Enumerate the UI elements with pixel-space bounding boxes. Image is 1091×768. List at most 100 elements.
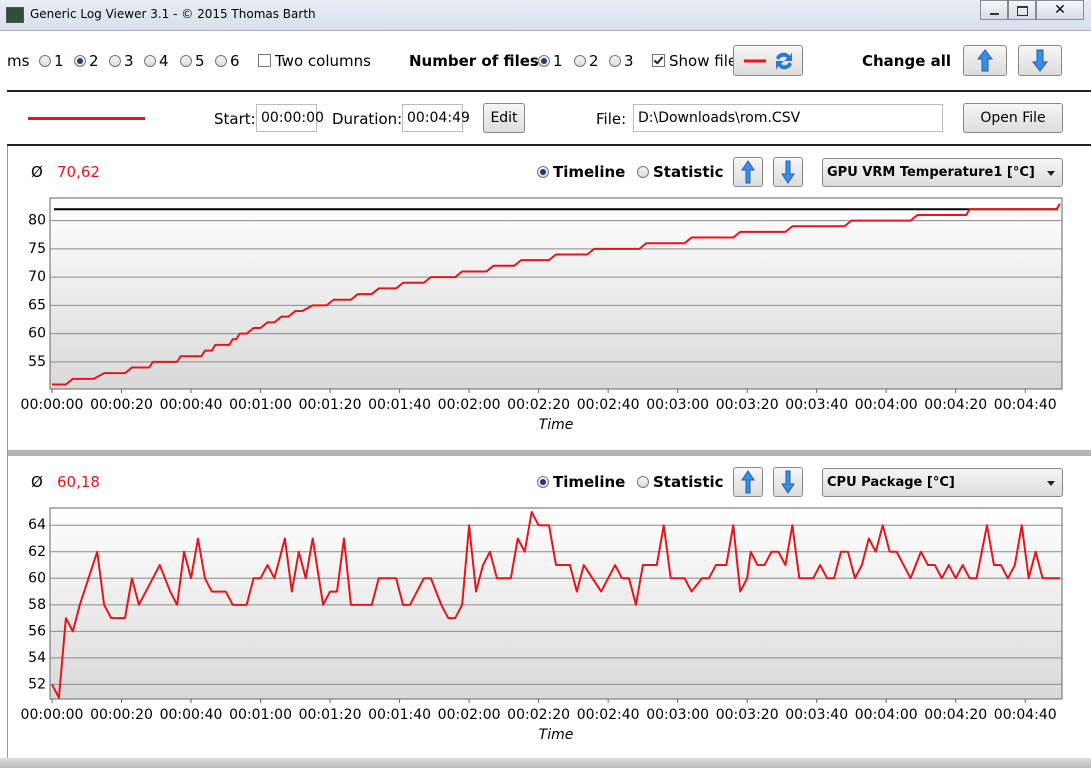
duration-input[interactable]: 00:04:49 [402, 104, 470, 132]
file-input[interactable]: D:\Downloads\rom.CSV [633, 104, 943, 132]
move-up-all-button[interactable] [963, 45, 1007, 76]
radio-label: 1 [553, 52, 563, 70]
move-up-button[interactable] [733, 467, 763, 497]
color-button[interactable] [733, 45, 803, 76]
x-tick-label: 00:00:00 [21, 707, 84, 723]
checkbox[interactable] [652, 54, 665, 67]
radio-label: 2 [89, 52, 99, 70]
files-label: Number of files [409, 52, 539, 70]
view-option: Timeline [553, 473, 626, 491]
x-tick-label: 00:03:20 [716, 397, 779, 413]
separator [7, 90, 1091, 92]
x-tick-label: 00:03:00 [646, 397, 709, 413]
radio-label: 2 [589, 52, 599, 70]
y-tick-label: 60 [28, 326, 46, 342]
x-tick-label: 00:01:40 [368, 707, 431, 723]
window-title: Generic Log Viewer 3.1 - © 2015 Thomas B… [30, 7, 316, 21]
x-tick-label: 00:01:00 [229, 707, 292, 723]
file-label: File: [596, 110, 627, 128]
duration-label: Duration: [332, 110, 403, 128]
down-icon [781, 160, 795, 184]
close-button[interactable]: ✕ [1036, 0, 1084, 20]
radio[interactable] [74, 55, 86, 67]
average-symbol: Ø [31, 473, 43, 491]
radio[interactable] [637, 476, 649, 488]
up-icon [976, 49, 994, 72]
x-tick-label: 00:02:40 [577, 707, 640, 723]
y-tick-label: 58 [28, 597, 46, 613]
edit-button[interactable]: Edit [483, 103, 525, 133]
start-label: Start: [214, 110, 256, 128]
diagrams-label: ms [7, 52, 30, 70]
sensor-name: GPU VRM Temperature1 [°C] [827, 165, 1035, 180]
x-tick-label: 00:02:40 [577, 397, 640, 413]
radio-label: 3 [124, 52, 134, 70]
radio[interactable] [537, 166, 549, 178]
app-icon [6, 7, 24, 23]
move-down-button[interactable] [773, 157, 803, 187]
plot-area [49, 507, 1063, 700]
radio[interactable] [637, 166, 649, 178]
y-tick-label: 55 [28, 354, 46, 370]
move-down-button[interactable] [773, 467, 803, 497]
move-down-all-button[interactable] [1018, 45, 1062, 76]
radio[interactable] [180, 55, 192, 67]
radio[interactable] [39, 55, 51, 67]
left-border [7, 146, 8, 758]
y-tick-label: 52 [28, 676, 46, 692]
down-icon [781, 470, 795, 494]
file-color [28, 117, 145, 120]
radio[interactable] [574, 55, 586, 67]
sensor-dropdown[interactable]: GPU VRM Temperature1 [°C] [822, 158, 1063, 187]
radio[interactable] [538, 55, 550, 67]
x-tick-label: 00:04:00 [855, 397, 918, 413]
x-tick-label: 00:03:40 [785, 707, 848, 723]
average-symbol: Ø [31, 163, 43, 181]
up-icon [741, 470, 755, 494]
chart: 55 60 65 70 75 80 00:00:00 00:00:20 00:00:40 00:0… [21, 197, 1063, 433]
y-tick-label: 56 [28, 623, 46, 639]
minimize-button[interactable] [980, 0, 1008, 20]
x-tick-label: 00:04:00 [855, 707, 918, 723]
checkbox-label: Two columns [275, 52, 371, 70]
data-line [51, 510, 1060, 699]
open-file-button[interactable]: Open File [963, 103, 1063, 133]
radio[interactable] [144, 55, 156, 67]
average-value: 60,18 [57, 473, 100, 491]
x-tick-label: 00:04:40 [994, 707, 1057, 723]
radio-label: 4 [159, 52, 169, 70]
y-tick-label: 64 [28, 517, 46, 533]
y-tick-label: 54 [28, 650, 46, 666]
down-icon [1031, 49, 1049, 72]
splitter [7, 450, 1091, 456]
view-option: Statistic [653, 473, 724, 491]
y-tick-label: 80 [28, 213, 46, 229]
radio[interactable] [215, 55, 227, 67]
sensor-dropdown[interactable]: CPU Package [°C] [822, 468, 1063, 497]
x-tick-label: 00:04:20 [924, 707, 987, 723]
sensor-name: CPU Package [°C] [827, 475, 955, 490]
y-tick-label: 75 [28, 241, 46, 257]
x-tick-label: 00:02:20 [507, 707, 570, 723]
start-input[interactable]: 00:00:00 [256, 104, 324, 132]
x-tick-label: 00:03:40 [785, 397, 848, 413]
radio-label: 5 [195, 52, 205, 70]
restore-button[interactable] [1008, 0, 1036, 20]
checkbox[interactable] [258, 54, 271, 67]
radio[interactable] [609, 55, 621, 67]
x-tick-label: 00:02:00 [438, 397, 501, 413]
radio-label: 6 [230, 52, 240, 70]
plot-area [49, 197, 1063, 390]
color-icon [744, 52, 792, 70]
radio[interactable] [109, 55, 121, 67]
move-up-button[interactable] [733, 157, 763, 187]
change-all-label: Change all [862, 52, 952, 70]
y-tick-label: 70 [28, 269, 46, 285]
separator [7, 144, 1091, 146]
x-tick-label: 00:00:00 [21, 397, 84, 413]
dropdown-arrow [1047, 171, 1055, 180]
x-tick-label: 00:02:20 [507, 397, 570, 413]
y-tick-label: 60 [28, 570, 46, 586]
y-tick-label: 62 [28, 544, 46, 560]
radio[interactable] [537, 476, 549, 488]
